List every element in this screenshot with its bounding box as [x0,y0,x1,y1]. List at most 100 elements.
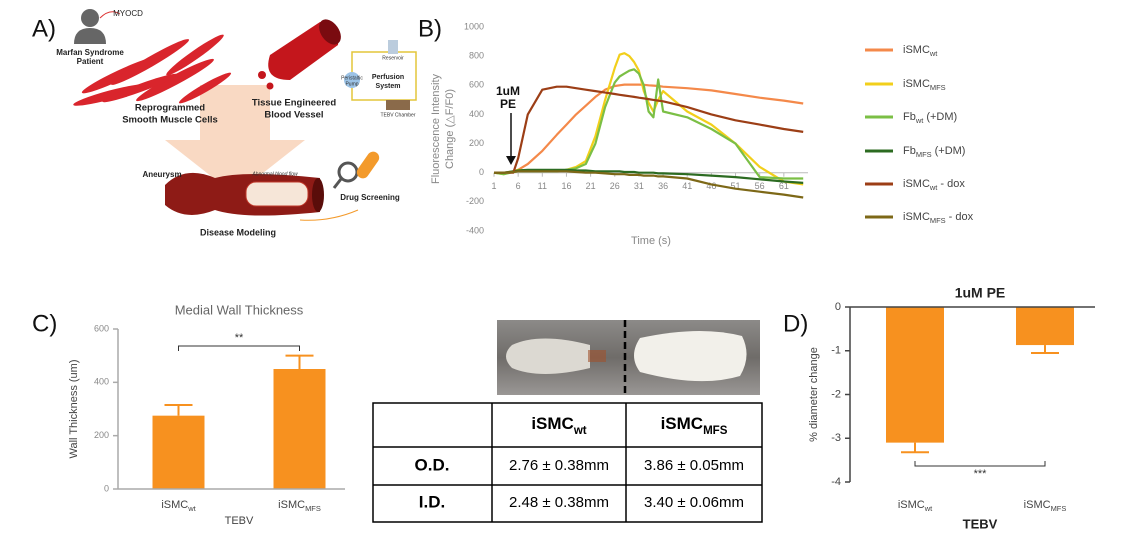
x-tick-label: 31 [634,181,644,191]
x-tick-label: iSMCwt [898,499,933,513]
panel-label: A) [32,15,56,42]
y-tick-label: -3 [831,432,841,444]
legend-label-text: Fb [903,111,916,123]
patient-icon [81,9,99,27]
connector [99,11,121,19]
annotation: PE [500,97,516,111]
legend-label-suffix: - dox [949,211,974,223]
legend-label: iSMCwt - dox [903,178,965,192]
y-tick-label: -400 [466,225,484,235]
label: Aneurysm [142,170,181,179]
x-tick-label: 51 [731,181,741,191]
x-tick-label: 11 [538,181,547,191]
annotation: 1uM [496,84,520,98]
x-tick-label-sub: wt [924,504,933,513]
label: Pump [345,81,358,87]
connector [299,209,359,221]
blood-cell [258,71,266,79]
label: Reprogrammed [135,103,205,114]
table-cell: 3.86 ± 0.05mm [644,457,744,474]
series-line [494,85,804,174]
x-tick-label-text: iSMC [1024,499,1051,511]
photo [497,320,760,395]
significance-label: ** [235,332,244,344]
x-tick-label: 46 [706,181,716,191]
x-tick-label-text: iSMC [898,499,925,511]
panel-label: B) [418,15,442,42]
x-tick-label-sub: MFS [305,504,321,513]
label: Blood Vessel [264,110,323,121]
legend-label: iSMCMFS [903,78,946,92]
label: Patient [77,57,104,66]
legend-label: iSMCMFS - dox [903,211,974,225]
label: TEBV Chamber [380,112,415,118]
x-tick-label: 61 [779,181,789,191]
label: Marfan Syndrome [56,48,124,57]
screening-icon [337,161,359,183]
y-tick-label: 800 [469,51,484,61]
label: Disease Modeling [200,227,276,237]
x-tick-label: 1 [491,181,496,191]
x-tick-label: iSMCMFS [1024,499,1067,513]
label: Abnormal blood flow [251,171,298,177]
table-header-sub: wt [573,425,587,437]
x-tick-label: 36 [658,181,668,191]
x-axis-label: Time (s) [631,235,671,247]
table-header-text: iSMC [531,414,574,433]
x-tick-label: iSMCwt [161,499,196,513]
cells [73,34,232,106]
x-tick-label: 26 [610,181,620,191]
x-tick-label: 21 [586,181,596,191]
legend-label: Fbwt (+DM) [903,111,957,125]
legend-label-suffix: (+DM) [926,111,957,123]
x-tick-label-sub: wt [187,504,196,513]
label: Tissue Engineered [252,98,336,109]
label: Smooth Muscle Cells [122,115,218,126]
series-line [494,170,804,199]
x-tick-label-sub: MFS [1051,504,1067,513]
vessel [319,19,341,45]
y-tick-label: -1 [831,345,841,357]
diagram: MYOCD Marfan Syndrome Patient Reprogramm… [56,9,417,237]
series-line [494,168,804,184]
bar [152,415,205,489]
legend-label-sub: MFS [916,150,932,159]
table-header-text: iSMC [661,414,704,433]
y-tick-label: 600 [469,80,484,90]
annotation-arrow [506,156,516,165]
chamber-icon [386,100,410,110]
table-header: iSMCwt [531,414,586,437]
panel-label: D) [783,310,808,337]
significance-bracket [914,461,1046,467]
table [372,402,763,523]
y-tick-label: 400 [469,109,484,119]
y-tick-label: 200 [469,138,484,148]
y-tick-label: 400 [94,377,109,387]
y-tick-label: 0 [479,167,484,177]
table-cell: 2.76 ± 0.38mm [509,457,609,474]
label: Drug Screening [340,193,400,202]
x-tick-label-text: iSMC [278,499,305,511]
bar [886,307,944,443]
blood-cell [266,82,274,90]
reservoir-icon [388,40,398,54]
aneurysm-vessel [312,178,324,212]
y-axis-label: Fluorescence Intensity [430,73,442,184]
chart-title: 1uM PE [955,285,1006,301]
table-cell: 3.40 ± 0.06mm [644,494,744,511]
screening-icon [332,178,343,189]
x-tick-label: 56 [755,181,765,191]
lumen [245,181,309,207]
significance-bracket [178,345,300,351]
legend-label-sub: wt [929,49,938,58]
bar [273,369,326,489]
y-axis-label: % diameter change [808,347,820,442]
legend-label: iSMCwt [903,44,938,58]
table-cell: 2.48 ± 0.38mm [509,494,609,511]
legend-label-text: iSMC [903,211,930,223]
series-line [494,83,804,174]
legend-label: FbMFS (+DM) [903,145,965,159]
label: Peristaltic [341,75,363,81]
panel-label: C) [32,310,57,337]
